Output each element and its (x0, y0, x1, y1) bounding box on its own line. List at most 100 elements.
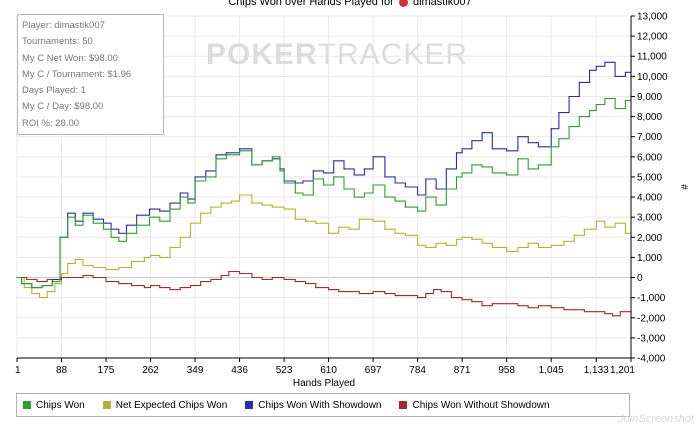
data-point-net-expected-chips-won (517, 246, 519, 248)
data-point-chips-won-without-showdown (527, 307, 529, 309)
x-tick-label: 1,201 (610, 365, 635, 376)
data-point-chips-won (261, 160, 263, 162)
data-point-chips-won (294, 192, 296, 194)
data-point-chips-won (568, 126, 570, 128)
data-point-chips-won (283, 182, 285, 184)
data-point-chips-won-with-showdown (550, 128, 552, 130)
data-point-chips-won-without-showdown (238, 272, 241, 275)
data-point-chips-won-without-showdown (372, 291, 374, 293)
y-axis-label: # (678, 184, 689, 190)
data-point-net-expected-chips-won (238, 194, 241, 196)
data-point-chips-won-with-showdown (215, 154, 217, 156)
data-point-chips-won-with-showdown (558, 111, 560, 114)
data-point-chips-won-without-showdown (149, 284, 152, 287)
chart-title-text: Chips Won over Hands Played for (228, 0, 394, 8)
y-tick-label: 8,000 (637, 112, 662, 123)
data-point-chips-won-with-showdown (614, 75, 616, 77)
x-tick-label: 871 (454, 365, 471, 376)
x-tick-label: 349 (187, 365, 204, 376)
x-tick-label: 1,133 (584, 365, 609, 376)
data-point-chips-won (205, 176, 207, 178)
data-point-chips-won (74, 224, 76, 226)
x-tick-label: 523 (276, 365, 293, 376)
data-point-chips-won-without-showdown (92, 276, 94, 279)
data-point-chips-won (148, 216, 151, 218)
data-point-chips-won-without-showdown (358, 293, 360, 295)
data-point-chips-won-without-showdown (105, 280, 107, 283)
data-point-net-expected-chips-won (481, 242, 483, 244)
data-point-chips-won (125, 232, 128, 234)
y-tick-label: 2,000 (637, 233, 662, 244)
stat-line: Tournaments: 50 (22, 36, 93, 48)
data-point-net-expected-chips-won (230, 200, 232, 202)
legend-label: Net Expected Chips Won (115, 399, 228, 411)
data-point-net-expected-chips-won (200, 212, 202, 214)
data-point-chips-won-without-showdown (481, 305, 483, 307)
x-tick-label: 784 (409, 365, 426, 376)
pokertracker-watermark-logo: POKERTRACKER (206, 38, 469, 71)
data-point-chips-won-without-showdown (384, 293, 386, 295)
data-point-chips-won-with-showdown (205, 170, 207, 172)
data-point-chips-won-without-showdown (271, 276, 273, 279)
stat-line: ROI %: 28.00 (22, 117, 80, 129)
data-point-chips-won (31, 286, 33, 289)
data-point-chips-won-without-showdown (611, 315, 614, 317)
data-point-net-expected-chips-won (583, 228, 586, 230)
data-point-net-expected-chips-won (573, 234, 575, 236)
y-tick-label: 4,000 (637, 193, 662, 204)
data-point-net-expected-chips-won (189, 222, 192, 224)
data-point-chips-won-with-showdown (118, 232, 120, 234)
data-point-net-expected-chips-won (394, 232, 396, 234)
data-point-chips-won (322, 184, 325, 186)
data-point-chips-won-with-showdown (491, 148, 493, 150)
data-point-chips-won-without-showdown (82, 274, 84, 277)
data-point-chips-won-without-showdown (440, 291, 442, 293)
data-point-net-expected-chips-won (251, 202, 253, 204)
x-tick-label: 175 (98, 365, 115, 376)
data-point-chips-won-without-showdown (118, 282, 120, 285)
data-point-net-expected-chips-won (372, 220, 374, 222)
data-point-chips-won-with-showdown (169, 202, 171, 204)
y-tick-label: 6,000 (637, 152, 662, 163)
y-tick-label: -4,000 (637, 354, 666, 365)
data-point-chips-won (624, 99, 626, 102)
data-point-chips-won-with-showdown (372, 156, 374, 158)
data-point-chips-won (51, 280, 53, 283)
data-point-chips-won-with-showdown (461, 148, 463, 150)
data-point-chips-won-with-showdown (455, 152, 458, 154)
stat-line: My C / Day: $98.00 (22, 101, 104, 113)
data-point-net-expected-chips-won (328, 232, 330, 234)
x-tick-label: 1 (15, 365, 21, 376)
data-point-net-expected-chips-won (271, 206, 273, 208)
data-point-net-expected-chips-won (304, 220, 307, 222)
legend-swatch-icon (23, 401, 31, 409)
data-point-chips-won-with-showdown (333, 160, 335, 162)
legend-item: Chips Won Without Showdown (399, 399, 550, 411)
data-point-chips-won-with-showdown (343, 168, 345, 170)
data-point-chips-won-with-showdown (67, 212, 69, 214)
data-point-chips-won-with-showdown (481, 132, 483, 134)
stat-line: My C Net Won: $98.00 (22, 52, 118, 64)
chart-title: Chips Won over Hands Played for dimastik… (0, 0, 700, 8)
data-point-chips-won (102, 228, 105, 230)
data-point-net-expected-chips-won (261, 204, 263, 206)
data-point-chips-won-without-showdown (461, 299, 463, 301)
data-point-chips-won-without-showdown (72, 276, 74, 279)
data-point-chips-won (16, 276, 18, 279)
data-point-chips-won (614, 107, 616, 110)
data-point-chips-won-with-showdown (363, 168, 366, 170)
stats-panel: Player: dimastik007 Tournaments: 50 My C N… (17, 14, 164, 135)
data-point-chips-won-without-showdown (517, 305, 519, 307)
data-point-chips-won-without-showdown (550, 307, 552, 309)
data-point-chips-won (187, 202, 189, 204)
data-point-chips-won (118, 240, 120, 242)
data-point-chips-won-without-showdown (304, 282, 307, 285)
legend-label: Chips Won Without Showdown (412, 399, 550, 411)
data-point-chips-won (435, 204, 437, 206)
x-tick-label: 436 (231, 365, 248, 376)
data-point-net-expected-chips-won (550, 244, 552, 246)
data-point-net-expected-chips-won (220, 202, 222, 204)
data-point-chips-won-without-showdown (131, 284, 133, 287)
data-point-chips-won (455, 176, 458, 178)
data-point-chips-won-with-showdown (238, 148, 241, 150)
